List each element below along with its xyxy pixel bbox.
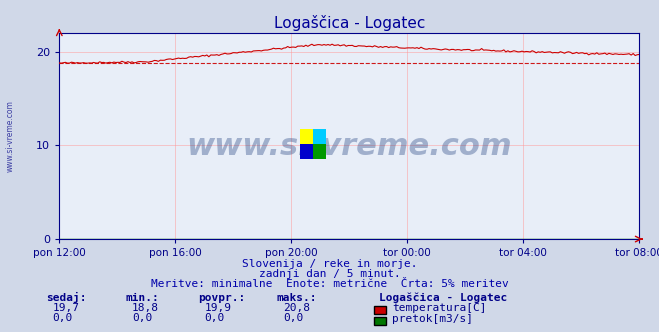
Text: povpr.:: povpr.: [198, 293, 245, 303]
Text: 19,9: 19,9 [204, 303, 231, 313]
Text: 0,0: 0,0 [132, 313, 152, 323]
Title: Logaščica - Logatec: Logaščica - Logatec [273, 15, 425, 31]
Text: pretok[m3/s]: pretok[m3/s] [392, 314, 473, 324]
Bar [313, 129, 326, 144]
Text: maks.:: maks.: [277, 293, 317, 303]
Bar [313, 144, 326, 159]
Text: Meritve: minimalne  Enote: metrične  Črta: 5% meritev: Meritve: minimalne Enote: metrične Črta:… [151, 279, 508, 289]
Text: 18,8: 18,8 [132, 303, 159, 313]
Text: 19,7: 19,7 [53, 303, 80, 313]
Text: www.si-vreme.com: www.si-vreme.com [5, 100, 14, 172]
Text: www.si-vreme.com: www.si-vreme.com [186, 132, 512, 161]
Bar [300, 144, 313, 159]
Text: Logaščica - Logatec: Logaščica - Logatec [379, 293, 507, 303]
Text: Slovenija / reke in morje.: Slovenija / reke in morje. [242, 259, 417, 269]
Text: 20,8: 20,8 [283, 303, 310, 313]
Text: min.:: min.: [125, 293, 159, 303]
Text: 0,0: 0,0 [204, 313, 225, 323]
Text: 0,0: 0,0 [53, 313, 73, 323]
Text: 0,0: 0,0 [283, 313, 304, 323]
Bar [300, 129, 313, 144]
Text: temperatura[C]: temperatura[C] [392, 303, 486, 313]
Text: zadnji dan / 5 minut.: zadnji dan / 5 minut. [258, 269, 401, 279]
Text: sedaj:: sedaj: [46, 292, 86, 303]
